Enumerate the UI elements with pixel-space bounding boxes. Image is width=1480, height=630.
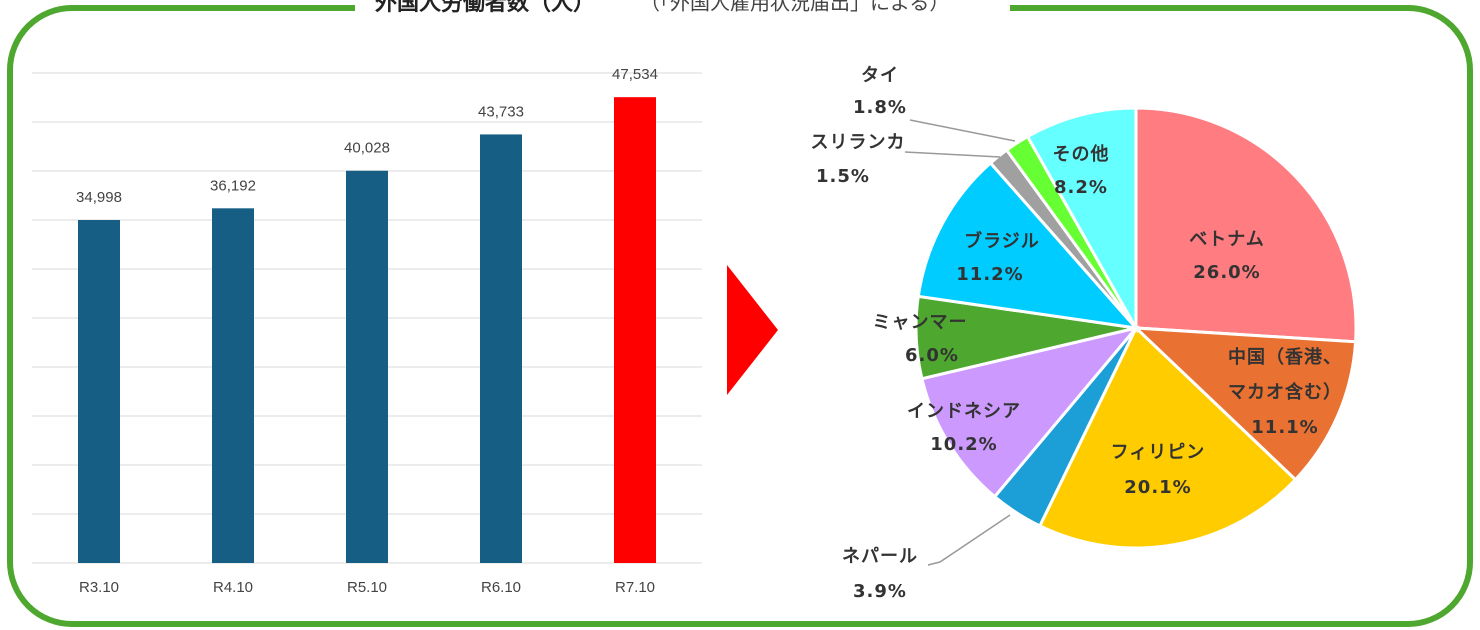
x-tick-label: R5.10 [347, 579, 387, 596]
pie-slice [916, 160, 1140, 331]
pie-value-label: 8.2% [1054, 177, 1108, 198]
x-tick-label: R7.10 [615, 579, 655, 596]
bar [346, 170, 388, 564]
pie-value-label: 20.1% [1124, 477, 1191, 498]
bar [78, 220, 120, 563]
arrow [727, 265, 778, 395]
bar [480, 134, 522, 563]
leader-line [904, 151, 1001, 158]
value-label: 47,534 [612, 66, 658, 83]
pie-label: インドネシア [907, 401, 1021, 422]
pie-label: 中国（香港、マカオ含む） [1228, 346, 1342, 403]
pie-slice [1131, 326, 1358, 482]
title-background [355, 0, 1010, 22]
chart-title: 外国人労働者数（人） [375, 0, 595, 16]
pie-value-label: 11.1% [1251, 417, 1318, 438]
pie-value-label: 26.0% [1193, 262, 1260, 283]
pie-slice [1134, 106, 1358, 344]
pie-label: ブラジル [964, 230, 1040, 252]
x-tick-label: R6.10 [481, 579, 521, 596]
pie-label: その他 [1053, 143, 1110, 165]
pie-label: ベトナム [1189, 229, 1264, 250]
pie-slice [1037, 325, 1298, 550]
pie-label: フィリピン [1111, 442, 1206, 463]
leader-line [927, 514, 1011, 566]
pie-value-label: 1.8% [853, 97, 907, 118]
bar [212, 208, 254, 563]
pie-slice [920, 325, 1141, 499]
pie-slice [1025, 106, 1138, 334]
value-label: 34,998 [76, 189, 122, 206]
bar [614, 97, 656, 563]
value-label: 40,028 [344, 140, 390, 157]
value-label: 36,192 [210, 177, 256, 194]
pie-label: スリランカ [811, 132, 906, 153]
value-label: 43,733 [478, 103, 524, 120]
pie-value-label: 3.9% [853, 581, 907, 602]
x-tick-label: R4.10 [213, 579, 253, 596]
leader-line [909, 119, 1016, 142]
pie-label: タイ [861, 65, 899, 86]
x-tick-label: R3.10 [79, 579, 119, 596]
chart-subtitle: （「外国人雇用状況届出」による） [640, 0, 949, 15]
pie-value-label: 11.2% [956, 264, 1023, 285]
pie-label: ネパール [842, 546, 918, 567]
pie-value-label: 6.0% [905, 345, 959, 366]
pie-value-label: 1.5% [816, 166, 870, 187]
pie-value-label: 10.2% [930, 434, 997, 455]
pie-label: ミャンマー [873, 312, 968, 333]
